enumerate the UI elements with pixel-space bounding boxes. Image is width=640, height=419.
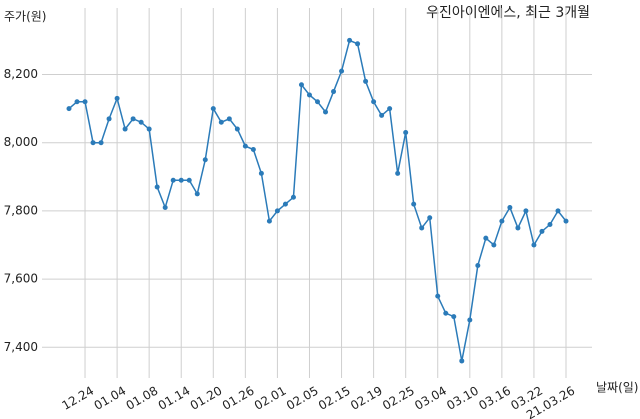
data-point <box>427 215 433 221</box>
y-tick-label: 7,800 <box>4 203 38 217</box>
data-point <box>539 228 545 234</box>
x-tick-label: 02.25 <box>380 384 417 413</box>
data-point <box>298 82 304 88</box>
data-point <box>403 129 409 135</box>
data-point <box>411 201 417 207</box>
x-tick-label: 02.05 <box>284 384 321 413</box>
data-point <box>170 177 176 183</box>
y-axis-label: 주가(원) <box>4 10 46 24</box>
x-tick-label: 02.01 <box>252 384 289 413</box>
data-point <box>258 170 264 176</box>
data-point <box>523 208 529 214</box>
data-point <box>467 317 473 323</box>
y-tick-label: 8,000 <box>4 135 38 149</box>
data-point <box>331 89 337 95</box>
data-point <box>74 99 80 105</box>
y-tick-label: 7,400 <box>4 340 38 354</box>
x-tick-label: 03.16 <box>476 384 513 413</box>
y-tick-label: 7,600 <box>4 272 38 286</box>
data-point <box>226 116 232 122</box>
x-tick-label: 02.19 <box>348 384 385 413</box>
data-point <box>323 109 329 115</box>
x-tick-label: 01.04 <box>92 384 129 413</box>
x-tick-label: 03.04 <box>412 384 449 413</box>
data-point <box>98 140 104 146</box>
data-point <box>122 126 128 132</box>
data-point <box>451 314 457 320</box>
x-tick-label: 12.24 <box>60 384 97 413</box>
data-point <box>371 99 377 105</box>
data-point <box>186 177 192 183</box>
data-point <box>218 119 224 125</box>
data-point <box>483 235 489 241</box>
data-point <box>491 242 497 248</box>
data-point <box>306 92 312 98</box>
data-point <box>515 225 521 231</box>
data-point <box>395 170 401 176</box>
data-point <box>106 116 112 122</box>
x-tick-label: 01.26 <box>220 384 257 413</box>
data-point <box>146 126 152 132</box>
data-point <box>531 242 537 248</box>
x-tick-label: 01.20 <box>188 384 225 413</box>
data-point <box>82 99 88 105</box>
data-point <box>130 116 136 122</box>
data-point <box>475 262 481 268</box>
data-point <box>90 140 96 146</box>
data-point <box>114 95 120 101</box>
data-point <box>347 37 353 43</box>
data-point <box>315 99 320 105</box>
data-point <box>194 191 200 197</box>
x-axis-label: 날짜(일) <box>596 381 638 395</box>
x-tick-label: 03.10 <box>444 384 481 413</box>
data-point <box>379 112 385 118</box>
line-series <box>68 39 567 362</box>
data-point <box>234 126 240 132</box>
data-point <box>387 106 393 112</box>
data-point <box>242 143 248 149</box>
data-point <box>443 310 449 316</box>
data-point <box>274 208 280 214</box>
data-point <box>339 68 345 74</box>
x-tick-label: 02.15 <box>316 384 353 413</box>
data-point <box>178 177 184 183</box>
data-point <box>66 106 72 112</box>
data-point <box>202 157 208 163</box>
data-point <box>290 194 296 200</box>
chart-title: 우진아이엔에스, 최근 3개월 <box>426 5 590 21</box>
data-point <box>419 225 425 231</box>
data-point <box>282 201 288 207</box>
data-point <box>138 119 144 125</box>
data-point <box>459 358 465 364</box>
data-point <box>210 106 216 112</box>
data-point <box>250 147 256 153</box>
data-point <box>154 184 160 190</box>
data-point <box>547 222 553 228</box>
data-point <box>507 204 513 210</box>
data-point <box>435 293 441 299</box>
data-point <box>563 218 569 224</box>
data-point <box>162 204 168 210</box>
data-point <box>499 218 505 224</box>
data-point <box>363 78 369 84</box>
x-tick-label: 01.08 <box>124 384 161 413</box>
data-point <box>266 218 272 224</box>
x-tick-label: 01.14 <box>156 384 193 413</box>
data-point <box>355 41 361 47</box>
y-tick-label: 8,200 <box>4 67 38 81</box>
data-point <box>555 208 561 214</box>
